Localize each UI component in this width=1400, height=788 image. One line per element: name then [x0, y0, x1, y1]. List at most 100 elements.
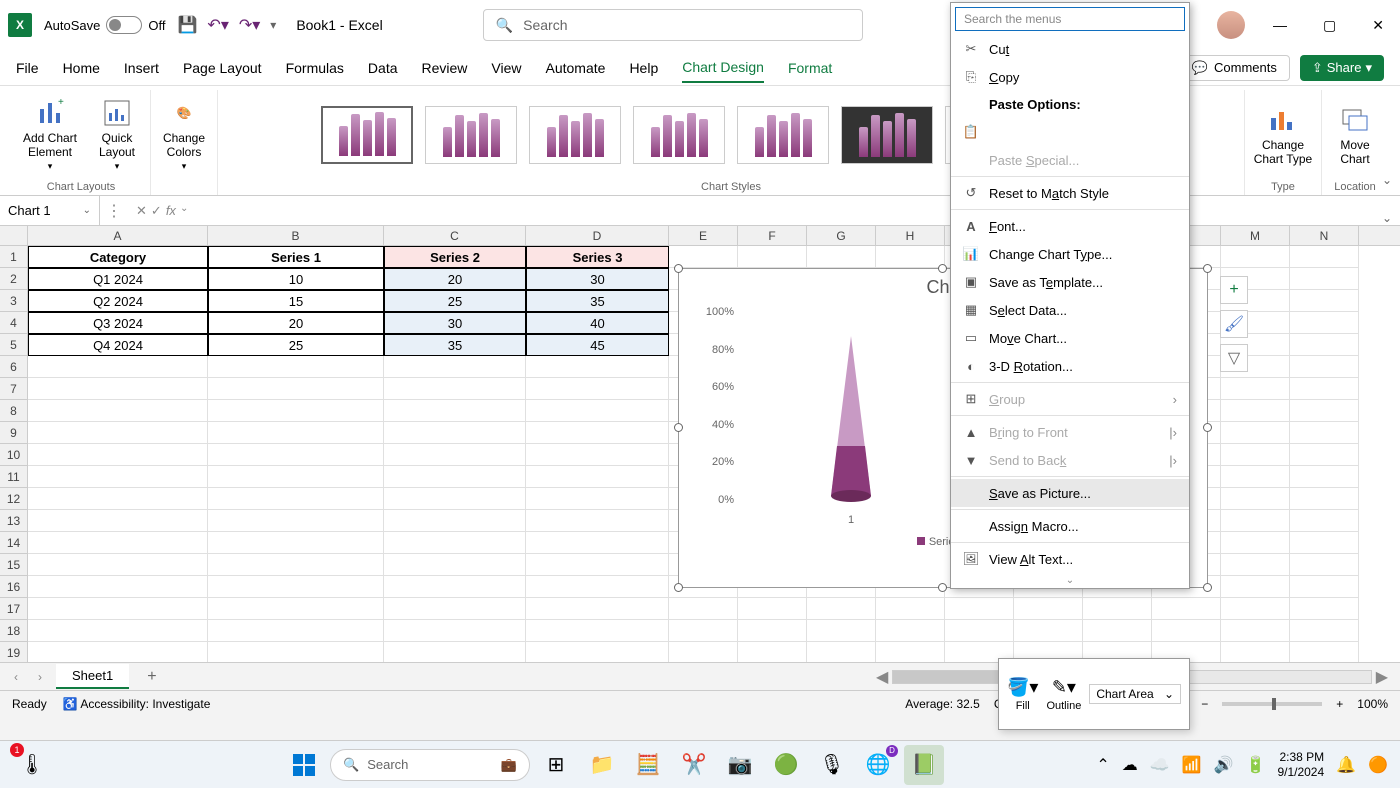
add-chart-element-button[interactable]: + Add Chart Element ▾: [20, 97, 80, 172]
zoom-out-icon[interactable]: −: [1201, 697, 1208, 711]
column-header[interactable]: B: [208, 226, 384, 245]
wifi-icon[interactable]: 📶: [1182, 755, 1202, 775]
cell[interactable]: [1290, 510, 1359, 532]
tab-chart-design[interactable]: Chart Design: [682, 53, 764, 83]
tab-view[interactable]: View: [491, 54, 521, 82]
cell[interactable]: [384, 510, 526, 532]
cancel-formula-icon[interactable]: ✕: [136, 203, 147, 219]
resize-handle-icon[interactable]: [674, 423, 683, 432]
chart-style-thumb[interactable]: [529, 106, 621, 164]
tab-format[interactable]: Format: [788, 54, 832, 82]
cell[interactable]: [384, 620, 526, 642]
cell[interactable]: [526, 554, 669, 576]
name-box-options-icon[interactable]: ⋮: [100, 201, 128, 221]
cell[interactable]: [807, 620, 876, 642]
cell[interactable]: [28, 510, 208, 532]
cell[interactable]: [1221, 620, 1290, 642]
cell[interactable]: [1221, 378, 1290, 400]
toggle-switch-icon[interactable]: [106, 16, 142, 34]
cell[interactable]: Q2 2024: [28, 290, 208, 312]
sheet-tab[interactable]: Sheet1: [56, 664, 129, 689]
cell[interactable]: [1290, 268, 1359, 290]
column-header[interactable]: A: [28, 226, 208, 245]
chart-filters-button[interactable]: ▽: [1220, 344, 1248, 372]
accept-formula-icon[interactable]: ✓: [151, 203, 162, 219]
cell[interactable]: [526, 356, 669, 378]
fill-button[interactable]: 🪣▾ Fill: [1007, 677, 1038, 712]
menu-save-as-picture[interactable]: Save as Picture...: [951, 479, 1189, 507]
chart-style-thumb[interactable]: [633, 106, 725, 164]
cell[interactable]: [384, 356, 526, 378]
cell[interactable]: [1290, 598, 1359, 620]
resize-handle-icon[interactable]: [938, 583, 947, 592]
cell[interactable]: [28, 378, 208, 400]
row-header[interactable]: 16: [0, 576, 27, 598]
cell[interactable]: Category: [28, 246, 208, 268]
cell[interactable]: [1290, 642, 1359, 662]
cell[interactable]: [384, 642, 526, 662]
cell[interactable]: [384, 466, 526, 488]
cell[interactable]: [1221, 642, 1290, 662]
cell[interactable]: 25: [208, 334, 384, 356]
cell[interactable]: [526, 598, 669, 620]
row-header[interactable]: 12: [0, 488, 27, 510]
cell[interactable]: [526, 378, 669, 400]
cell[interactable]: [807, 642, 876, 662]
chart-style-thumb[interactable]: [841, 106, 933, 164]
cell[interactable]: 25: [384, 290, 526, 312]
cell[interactable]: [1290, 466, 1359, 488]
cell[interactable]: [208, 642, 384, 662]
resize-handle-icon[interactable]: [938, 264, 947, 273]
start-button[interactable]: [284, 745, 324, 785]
cell[interactable]: [1014, 620, 1083, 642]
ribbon-collapse-icon[interactable]: ⌄: [1382, 173, 1392, 187]
tab-review[interactable]: Review: [422, 54, 468, 82]
scroll-left-icon[interactable]: ◀: [872, 667, 892, 687]
tab-help[interactable]: Help: [629, 54, 658, 82]
cell[interactable]: [1083, 598, 1152, 620]
cell[interactable]: [1221, 554, 1290, 576]
cell[interactable]: [384, 488, 526, 510]
cell[interactable]: [208, 422, 384, 444]
cell[interactable]: [807, 598, 876, 620]
cell[interactable]: 20: [208, 312, 384, 334]
cell[interactable]: [384, 444, 526, 466]
cell[interactable]: [1290, 290, 1359, 312]
cell[interactable]: [738, 620, 807, 642]
cell[interactable]: [28, 400, 208, 422]
resize-handle-icon[interactable]: [1203, 264, 1212, 273]
cell[interactable]: 30: [526, 268, 669, 290]
cell[interactable]: [28, 642, 208, 662]
menu-assign-macro[interactable]: Assign Macro...: [951, 512, 1189, 540]
spotify-icon[interactable]: 🟢: [766, 745, 806, 785]
cell[interactable]: [384, 598, 526, 620]
cell[interactable]: [876, 620, 945, 642]
row-header[interactable]: 8: [0, 400, 27, 422]
scroll-right-icon[interactable]: ▶: [1372, 667, 1392, 687]
cell[interactable]: 10: [208, 268, 384, 290]
tab-automate[interactable]: Automate: [546, 54, 606, 82]
cell[interactable]: [208, 532, 384, 554]
column-header[interactable]: G: [807, 226, 876, 245]
move-chart-button[interactable]: Move Chart: [1330, 104, 1380, 166]
column-header[interactable]: H: [876, 226, 945, 245]
resize-handle-icon[interactable]: [674, 264, 683, 273]
cell[interactable]: [526, 532, 669, 554]
cell[interactable]: [208, 576, 384, 598]
cell[interactable]: [1221, 510, 1290, 532]
cell[interactable]: [526, 620, 669, 642]
cell[interactable]: [945, 620, 1014, 642]
cell[interactable]: [208, 378, 384, 400]
zoom-slider[interactable]: [1222, 702, 1322, 706]
cell[interactable]: [738, 246, 807, 268]
cell[interactable]: [1152, 620, 1221, 642]
cell[interactable]: [1221, 246, 1290, 268]
row-header[interactable]: 9: [0, 422, 27, 444]
row-header[interactable]: 14: [0, 532, 27, 554]
cell[interactable]: [384, 422, 526, 444]
menu-move-chart[interactable]: ▭Move Chart...: [951, 324, 1189, 352]
row-header[interactable]: 19: [0, 642, 27, 662]
tab-insert[interactable]: Insert: [124, 54, 159, 82]
autosave-toggle[interactable]: AutoSave Off: [44, 16, 165, 34]
excel-taskbar-icon[interactable]: 📗: [904, 745, 944, 785]
